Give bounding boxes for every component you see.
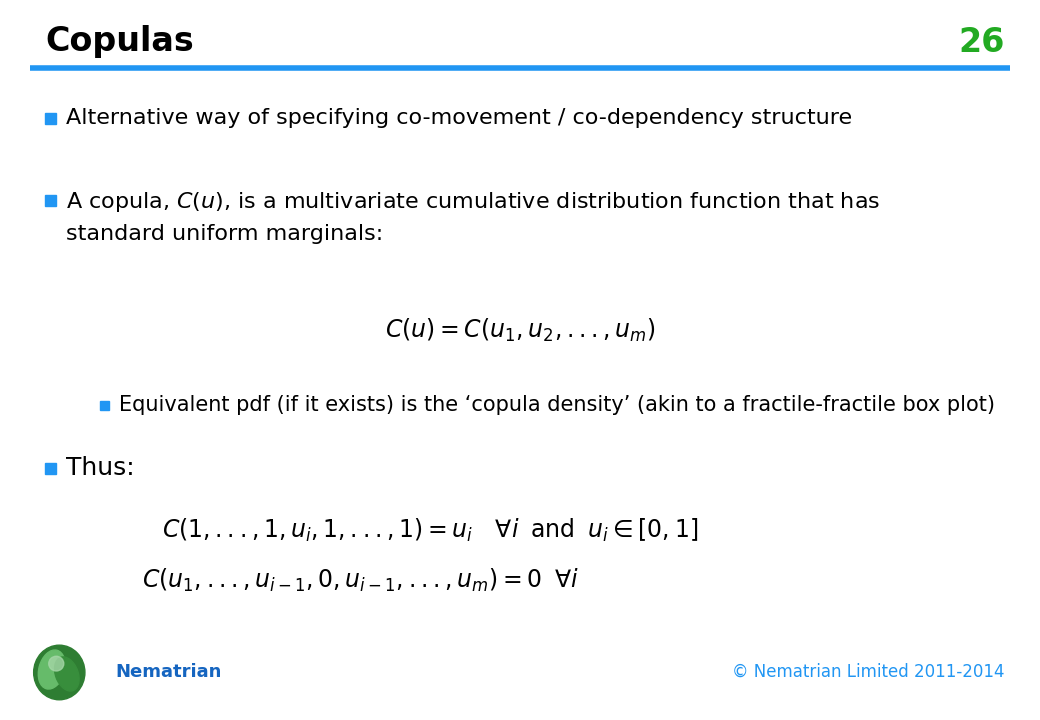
Text: Thus:: Thus: [66,456,134,480]
Text: Equivalent pdf (if it exists) is the ‘copula density’ (akin to a fractile-fracti: Equivalent pdf (if it exists) is the ‘co… [119,395,995,415]
Ellipse shape [54,657,79,691]
Text: Copulas: Copulas [45,25,193,58]
Text: A copula, $C$($u$), is a multivariate cumulative distribution function that has
: A copula, $C$($u$), is a multivariate cu… [66,190,880,243]
Text: © Nematrian Limited 2011-2014: © Nematrian Limited 2011-2014 [732,663,1005,681]
Bar [100,400,109,410]
Text: Alternative way of specifying co-movement / co-dependency structure: Alternative way of specifying co-movemen… [66,108,852,128]
Ellipse shape [33,645,85,700]
Text: 26: 26 [959,25,1005,58]
Text: $C\left(u_1,...,u_{i-1},0,u_{i-1},...,u_m\right) = 0 \;\; \forall i$: $C\left(u_1,...,u_{i-1},0,u_{i-1},...,u_… [141,567,578,593]
Bar [45,462,56,474]
Text: $C\left(1,...,1,u_i,1,...,1\right) = u_i \quad \forall i \;\; \mathrm{and} \;\; : $C\left(1,...,1,u_i,1,...,1\right) = u_i… [162,516,698,544]
Ellipse shape [49,656,63,671]
Ellipse shape [38,650,66,689]
Text: Nematrian: Nematrian [115,663,222,681]
Text: $C\left(u\right) = C\left(u_1, u_2, ..., u_m\right)$: $C\left(u\right) = C\left(u_1, u_2, ...,… [385,316,655,343]
Bar [45,112,56,124]
Bar [45,194,56,205]
